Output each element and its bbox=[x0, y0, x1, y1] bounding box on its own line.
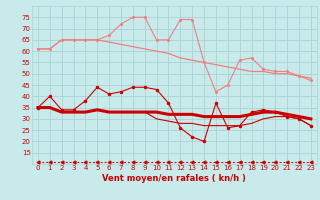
X-axis label: Vent moyen/en rafales ( kn/h ): Vent moyen/en rafales ( kn/h ) bbox=[102, 174, 246, 183]
